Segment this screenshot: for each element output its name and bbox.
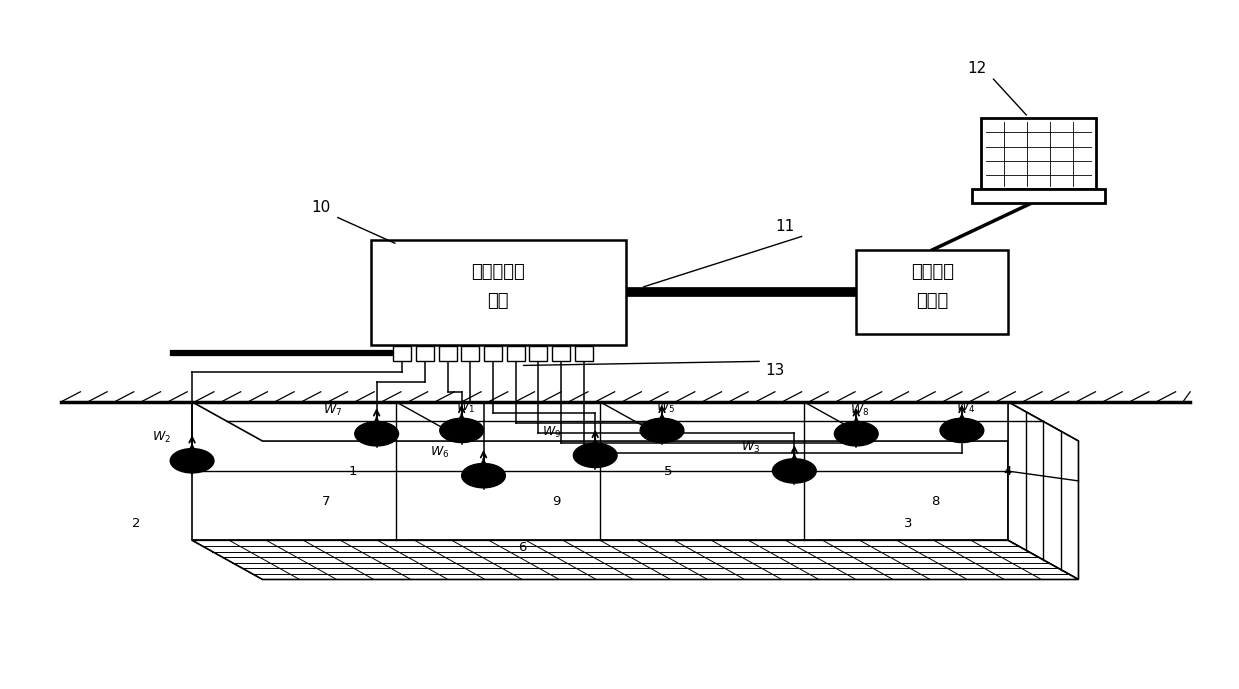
Text: 信号分析
处理器: 信号分析 处理器 [911, 263, 954, 310]
Bar [439, 346, 456, 361]
Text: 11: 11 [776, 219, 794, 234]
Bar [370, 240, 626, 344]
Text: 6: 6 [518, 541, 527, 553]
Circle shape [354, 422, 399, 446]
Text: $W_{9}$: $W_{9}$ [541, 424, 561, 440]
Text: 10: 10 [311, 200, 331, 215]
Polygon shape [1009, 402, 1078, 579]
Bar [484, 346, 502, 361]
Bar [461, 346, 479, 361]
Bar [394, 346, 411, 361]
Circle shape [940, 418, 984, 442]
Circle shape [641, 418, 684, 442]
Text: $W_{5}$: $W_{5}$ [655, 400, 675, 415]
Text: $W_{2}$: $W_{2}$ [152, 430, 171, 445]
Text: 8: 8 [930, 495, 939, 508]
Bar [507, 346, 524, 361]
Circle shape [772, 459, 817, 483]
Circle shape [440, 418, 483, 442]
Text: 9: 9 [553, 495, 560, 508]
Text: $W_{1}$: $W_{1}$ [456, 400, 475, 415]
Bar [553, 346, 570, 361]
Text: 5: 5 [664, 465, 673, 478]
Circle shape [462, 464, 506, 488]
Circle shape [574, 443, 617, 468]
Text: $W_{4}$: $W_{4}$ [955, 400, 975, 415]
Bar [575, 346, 592, 361]
Text: $W_{3}$: $W_{3}$ [741, 440, 761, 455]
Text: 2: 2 [133, 517, 140, 530]
Polygon shape [192, 402, 1009, 540]
Bar [416, 346, 434, 361]
Text: 1: 1 [348, 465, 357, 478]
Text: $W_{8}$: $W_{8}$ [850, 403, 870, 418]
Circle shape [170, 449, 214, 473]
Polygon shape [192, 402, 1078, 441]
Bar [529, 346, 548, 361]
Bar [971, 189, 1105, 203]
Text: 12: 12 [966, 61, 986, 76]
Bar [856, 250, 1009, 334]
Circle shape [834, 422, 878, 446]
Text: $W_{6}$: $W_{6}$ [430, 445, 450, 460]
Text: 4: 4 [1004, 465, 1012, 478]
Text: 3: 3 [904, 517, 913, 530]
Text: 7: 7 [321, 495, 330, 508]
Bar [981, 119, 1097, 189]
Text: 含水量采集
模块: 含水量采集 模块 [471, 263, 525, 310]
Polygon shape [192, 540, 1078, 579]
Text: 13: 13 [766, 363, 784, 378]
Text: $W_{7}$: $W_{7}$ [323, 403, 342, 418]
